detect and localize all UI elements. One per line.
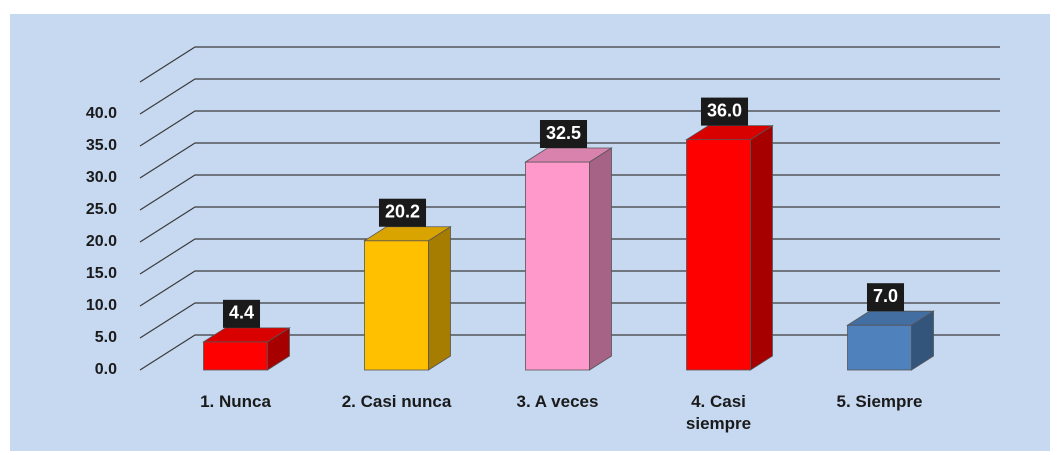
y-tick-label: 0.0 (95, 361, 117, 378)
bar-top (363, 226, 452, 242)
data-label: 36.0 (707, 100, 742, 120)
x-tick-label: 4. Casi siempre (685, 392, 752, 433)
bar-side (428, 225, 451, 371)
y-tick-label: 25.0 (86, 201, 117, 218)
x-tick-label: 5. Siempre (836, 392, 923, 411)
data-label-box (866, 283, 905, 312)
bar (525, 161, 590, 371)
data-label: 20.2 (385, 201, 420, 221)
y-tick-label: 35.0 (86, 137, 117, 154)
y-tick-label: 20.0 (86, 233, 117, 250)
data-label-box (539, 120, 588, 148)
y-tick-label: 5.0 (95, 329, 117, 346)
bar-top (846, 310, 935, 326)
bar-top (202, 327, 291, 343)
bar (847, 324, 912, 371)
bar (364, 240, 429, 371)
bar-side (589, 147, 612, 371)
x-tick-label: 2. Casi nunca (341, 392, 452, 411)
x-tick-label: 3. A veces (516, 392, 599, 411)
grid-line (139, 78, 1000, 115)
bar-side (750, 124, 773, 371)
bar (686, 139, 751, 371)
data-label: 4.4 (229, 303, 254, 323)
data-label-box (700, 97, 749, 126)
bar-top (524, 147, 613, 163)
data-label: 32.5 (546, 123, 581, 143)
data-label-box (378, 198, 427, 227)
y-tick-label: 40.0 (86, 105, 117, 122)
plot-frame-line (139, 46, 1000, 83)
y-tick-label: 15.0 (86, 265, 117, 282)
y-tick-label: 30.0 (86, 169, 117, 186)
data-label: 7.0 (873, 286, 898, 306)
x-tick-label: 1. Nunca (200, 392, 271, 411)
bar-top (685, 125, 774, 140)
bar (203, 341, 268, 371)
data-label-box (222, 299, 261, 328)
y-tick-label: 10.0 (86, 297, 117, 314)
